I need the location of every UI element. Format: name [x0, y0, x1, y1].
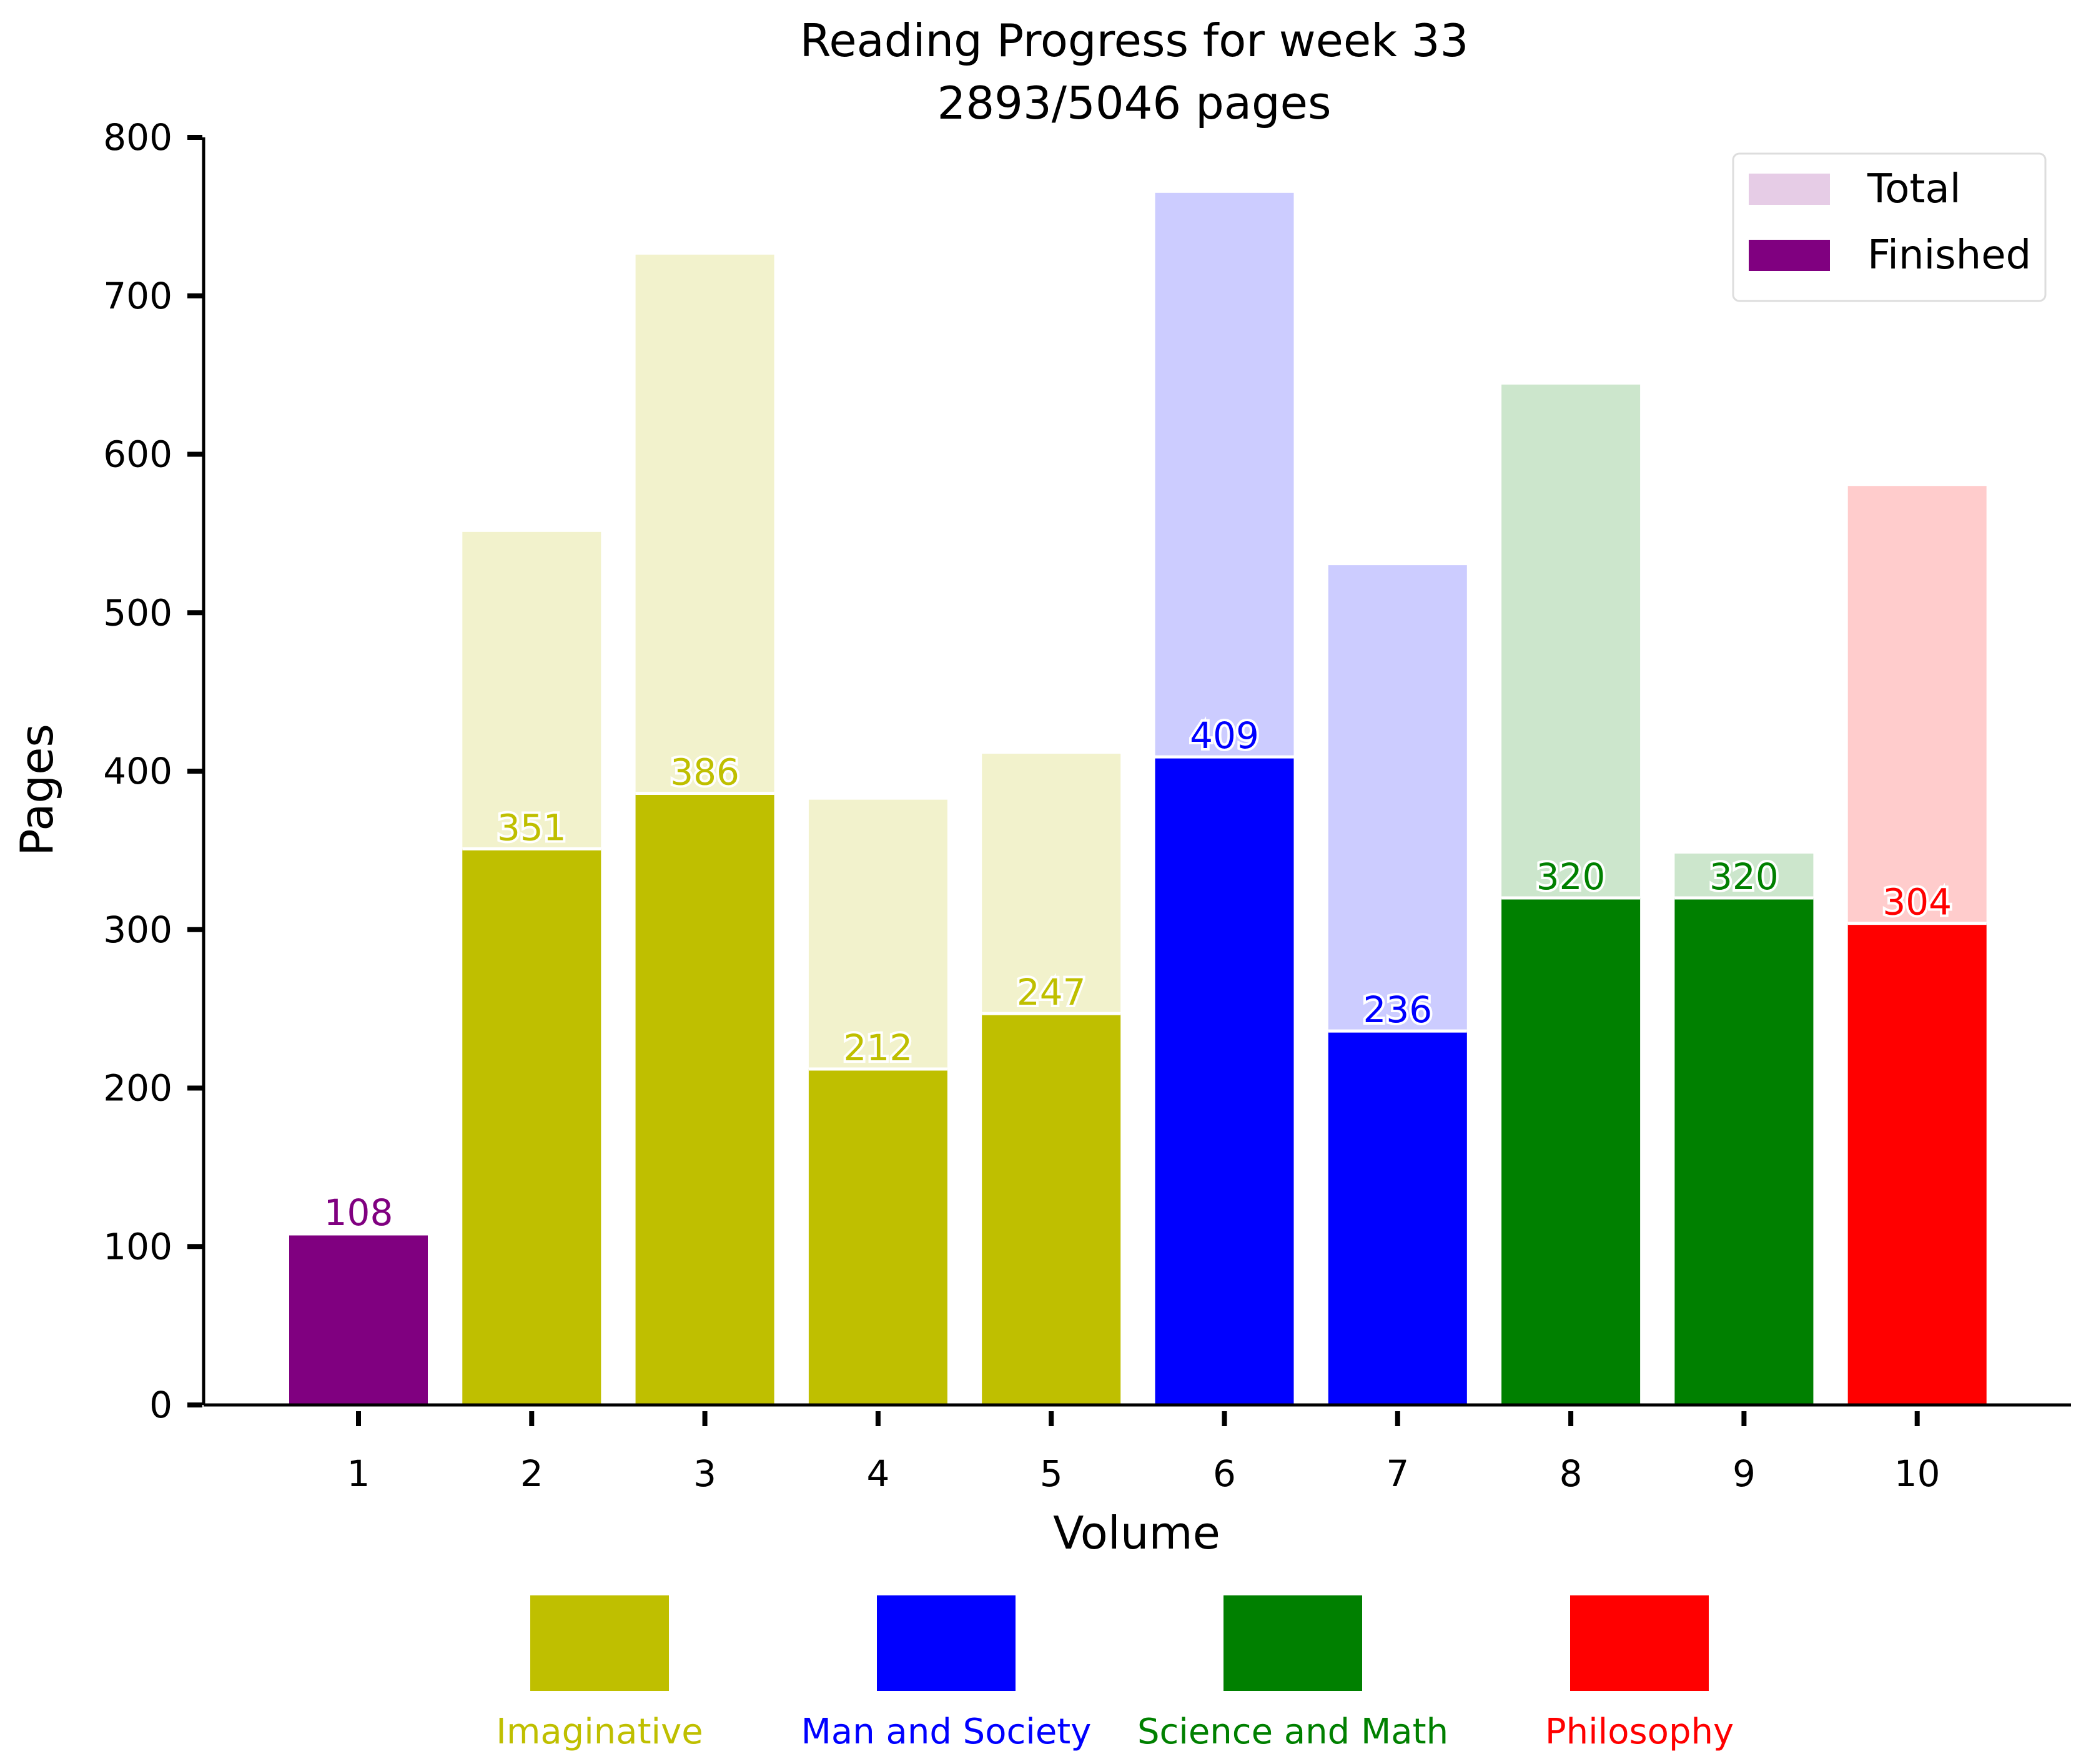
- bar-finished-8: [1501, 898, 1641, 1405]
- bars-layer: 108 351 386 212 247 409 236 320 320 304: [289, 192, 1987, 1405]
- bar-finished-10: [1847, 923, 1987, 1405]
- x-tick-label-5: 5: [1040, 1452, 1063, 1495]
- data-label-4: 212: [844, 1027, 913, 1069]
- legend: Total Finished: [1732, 152, 2047, 302]
- bar-finished-1: [289, 1233, 428, 1405]
- data-label-1: 108: [324, 1191, 393, 1234]
- bar-finished-7: [1328, 1031, 1467, 1405]
- legend-swatch-finished: [1749, 240, 1830, 271]
- bar-finished-9: [1674, 898, 1814, 1405]
- x-tick-label-2: 2: [520, 1452, 543, 1495]
- y-tick-label-300: 300: [103, 909, 172, 951]
- y-tick-label-200: 200: [103, 1067, 172, 1110]
- data-label-2: 351: [497, 806, 566, 849]
- data-label-8: 320: [1536, 855, 1606, 898]
- chart-subtitle: 2893/5046 pages: [937, 77, 1332, 129]
- x-tick-label-7: 7: [1386, 1452, 1409, 1495]
- x-axis-label: Volume: [1053, 1507, 1220, 1559]
- category-label-philosophy: Philosophy: [1545, 1712, 1734, 1752]
- y-tick-label-600: 600: [103, 433, 172, 476]
- y-axis-label: Pages: [11, 724, 63, 856]
- category-swatch-philosophy: [1570, 1595, 1709, 1691]
- data-label-6: 409: [1190, 714, 1259, 757]
- data-label-9: 320: [1709, 855, 1779, 898]
- bar-finished-5: [982, 1013, 1121, 1405]
- x-tick-label-4: 4: [866, 1452, 889, 1495]
- data-label-5: 247: [1017, 971, 1086, 1013]
- data-label-7: 236: [1363, 988, 1432, 1031]
- y-tick-label-800: 800: [103, 116, 172, 159]
- category-swatch-science-and-math: [1223, 1595, 1362, 1691]
- bar-finished-6: [1155, 757, 1294, 1405]
- legend-swatch-total: [1749, 174, 1830, 205]
- x-tick-label-8: 8: [1560, 1452, 1583, 1495]
- x-tick-label-10: 10: [1894, 1452, 1940, 1495]
- bar-finished-3: [635, 793, 774, 1405]
- legend-label-finished: Finished: [1867, 232, 2031, 278]
- category-label-imaginative: Imaginative: [496, 1712, 703, 1752]
- y-tick-label-0: 0: [149, 1384, 172, 1426]
- x-tick-label-6: 6: [1213, 1452, 1236, 1495]
- category-label-science-and-math: Science and Math: [1137, 1712, 1448, 1752]
- bar-finished-2: [462, 849, 601, 1405]
- category-swatch-imaginative: [530, 1595, 669, 1691]
- data-label-10: 304: [1882, 881, 1952, 924]
- category-label-man-and-society: Man and Society: [801, 1712, 1092, 1752]
- y-tick-label-100: 100: [103, 1225, 172, 1268]
- y-tick-label-700: 700: [103, 275, 172, 317]
- y-tick-label-400: 400: [103, 750, 172, 792]
- legend-label-total: Total: [1867, 166, 1960, 212]
- x-tick-label-3: 3: [693, 1452, 716, 1495]
- x-tick-label-9: 9: [1733, 1452, 1756, 1495]
- category-swatch-man-and-society: [877, 1595, 1016, 1691]
- bar-finished-4: [808, 1069, 947, 1405]
- category-legend: Imaginative Man and Society Science and Ma…: [496, 1595, 1734, 1752]
- y-tick-label-500: 500: [103, 591, 172, 634]
- x-tick-label-1: 1: [347, 1452, 370, 1495]
- data-label-3: 386: [670, 751, 739, 794]
- chart-title: Reading Progress for week 33: [800, 14, 1469, 67]
